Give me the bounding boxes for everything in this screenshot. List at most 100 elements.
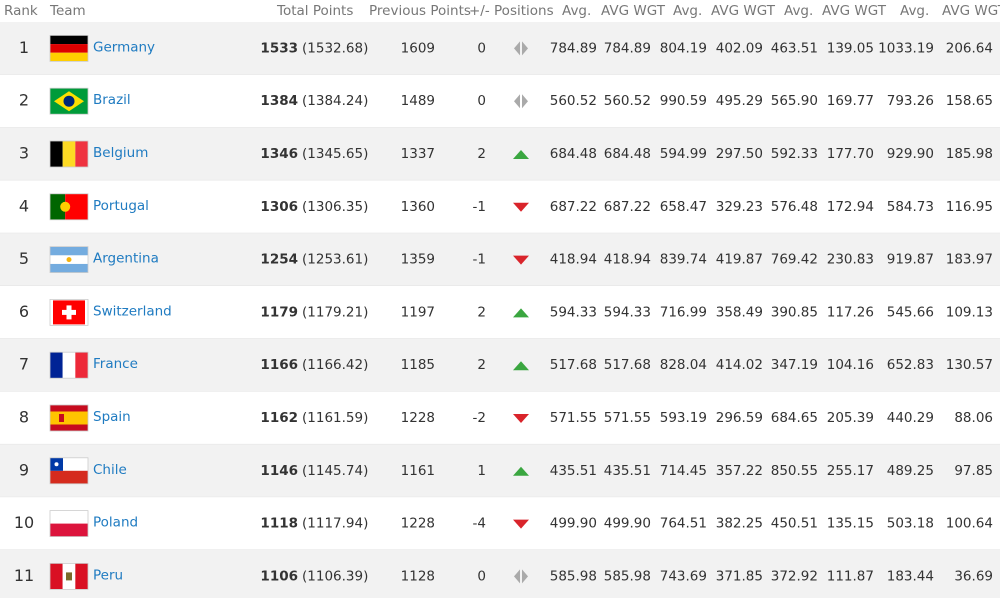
row-background xyxy=(0,127,1000,181)
flag-part xyxy=(50,44,88,53)
trend-neutral xyxy=(514,41,528,56)
table-row: 2 Brazil 1384 (1384.24) 1489 0 560.52 560.52 990… xyxy=(0,74,1000,129)
stat-value: 440.29 xyxy=(887,410,934,426)
trend-up xyxy=(513,308,529,318)
stat-value: 358.49 xyxy=(716,304,763,320)
column-header: Avg. xyxy=(562,3,591,19)
team-name[interactable]: Portugal xyxy=(93,198,149,214)
total-points-exact: (1345.65) xyxy=(302,146,368,162)
stat-value: 919.87 xyxy=(887,252,934,268)
flag-border xyxy=(49,404,89,432)
table-row: 11 Peru 1106 (1106.39) 1128 0 585.98 585.98 743.… xyxy=(0,550,1000,602)
stat-value: 769.42 xyxy=(771,252,818,268)
stat-value: 584.73 xyxy=(887,199,934,215)
flag-part xyxy=(50,52,88,62)
team-name[interactable]: Argentina xyxy=(93,251,159,267)
stat-value: 585.98 xyxy=(550,568,597,584)
column-header: AVG WGT xyxy=(942,3,1000,19)
column-header: AVG WGT xyxy=(822,3,887,19)
column-header: Avg. xyxy=(900,3,929,19)
stat-value: 684.65 xyxy=(771,410,818,426)
column-header: AVG WGT xyxy=(601,3,666,19)
team-name[interactable]: Poland xyxy=(93,515,138,531)
stat-value: 230.83 xyxy=(827,252,874,268)
stat-value: 183.44 xyxy=(887,568,934,584)
team-name[interactable]: Belgium xyxy=(93,145,148,161)
trend-down xyxy=(513,255,529,265)
flag-border xyxy=(49,298,89,326)
table-row: 6 Switzerland 1179 (1179.21) 1197 2 594.33 594.… xyxy=(0,286,1000,340)
column-header: Previous Points xyxy=(369,3,471,19)
position-change: 0 xyxy=(477,93,486,109)
stat-value: 104.16 xyxy=(827,357,874,373)
total-points-exact: (1179.21) xyxy=(302,304,368,320)
table-row: 7 France 1166 (1166.42) 1185 2 517.68 517.68 828… xyxy=(0,338,1000,393)
stat-value: 97.85 xyxy=(954,463,993,479)
flag-border xyxy=(49,510,89,538)
previous-points: 1197 xyxy=(401,304,435,320)
total-points-exact: (1532.68) xyxy=(302,40,368,56)
row-background xyxy=(0,74,1000,128)
flag-part xyxy=(50,424,88,431)
total-points: 1346 xyxy=(260,146,298,162)
rank: 11 xyxy=(14,566,34,585)
stat-value: 571.55 xyxy=(604,410,651,426)
flag-part xyxy=(50,563,63,590)
stat-value: 329.23 xyxy=(716,199,763,215)
stat-value: 793.26 xyxy=(887,93,934,109)
rank: 7 xyxy=(19,355,29,374)
flag-part xyxy=(50,411,88,425)
arrow-right xyxy=(522,569,528,584)
stat-value: 990.59 xyxy=(660,93,707,109)
team-name[interactable]: Brazil xyxy=(93,92,131,108)
team-name[interactable]: Chile xyxy=(93,462,127,478)
stat-value: 185.98 xyxy=(946,146,993,162)
position-change: 0 xyxy=(477,40,486,56)
stat-value: 390.85 xyxy=(771,304,818,320)
flag-part xyxy=(62,309,76,315)
team-name[interactable]: Switzerland xyxy=(93,303,172,319)
stat-value: 684.48 xyxy=(604,146,651,162)
flag-part xyxy=(50,523,88,537)
stat-value: 929.90 xyxy=(887,146,934,162)
team-name[interactable]: France xyxy=(93,356,138,372)
flag-part xyxy=(50,141,63,167)
stat-value: 828.04 xyxy=(660,357,707,373)
stat-value: 435.51 xyxy=(604,463,651,479)
stat-value: 177.70 xyxy=(827,146,874,162)
total-points-exact: (1106.39) xyxy=(302,568,368,584)
team-name[interactable]: Spain xyxy=(93,409,131,425)
trend-neutral xyxy=(514,569,528,584)
trend-up xyxy=(513,150,529,159)
flag-part xyxy=(75,352,88,379)
column-header: Total Points xyxy=(276,3,353,19)
stat-value: 206.64 xyxy=(946,40,993,56)
total-points: 1384 xyxy=(260,93,298,109)
team-name[interactable]: Peru xyxy=(93,567,123,583)
stat-value: 116.95 xyxy=(946,199,993,215)
flag-border xyxy=(49,351,89,379)
stat-value: 158.65 xyxy=(946,93,993,109)
position-change: -1 xyxy=(473,252,486,268)
flag-border xyxy=(49,140,89,168)
total-points-exact: (1253.61) xyxy=(302,252,368,268)
stat-value: 36.69 xyxy=(954,568,993,584)
stat-value: 804.19 xyxy=(660,40,707,56)
column-header: Avg. xyxy=(784,3,813,19)
stat-value: 571.55 xyxy=(550,410,597,426)
flag-border xyxy=(49,87,89,115)
trend-neutral xyxy=(514,94,528,109)
stat-value: 419.87 xyxy=(716,252,763,268)
stat-value: 743.69 xyxy=(660,568,707,584)
total-points: 1162 xyxy=(260,410,298,426)
flag-part xyxy=(60,201,71,212)
flag-border xyxy=(49,193,89,221)
stat-value: 714.45 xyxy=(660,463,707,479)
stat-value: 784.89 xyxy=(604,40,651,56)
team-name[interactable]: Germany xyxy=(93,39,155,55)
position-change: 2 xyxy=(477,357,486,373)
stat-value: 499.90 xyxy=(604,516,651,532)
stat-value: 169.77 xyxy=(827,93,874,109)
stat-value: 764.51 xyxy=(660,516,707,532)
flag-part xyxy=(50,352,63,379)
